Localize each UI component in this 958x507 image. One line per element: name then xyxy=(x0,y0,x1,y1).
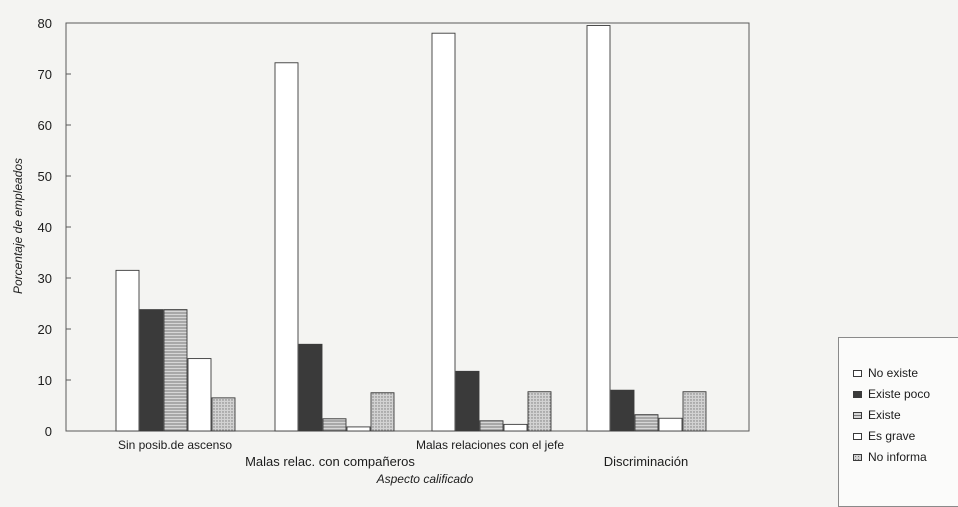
bar xyxy=(211,397,236,432)
x-axis-title: Aspecto calificado xyxy=(376,472,474,486)
x-category-label: Discriminación xyxy=(604,454,689,469)
y-tick-label: 20 xyxy=(38,322,52,337)
bar xyxy=(322,418,347,432)
y-tick-label: 10 xyxy=(38,373,52,388)
bar xyxy=(634,414,659,432)
bar xyxy=(455,370,480,432)
x-category-label: Malas relac. con compañeros xyxy=(245,454,415,469)
bar xyxy=(187,358,212,432)
bar xyxy=(346,426,371,432)
legend-label: Es grave xyxy=(868,429,916,443)
y-tick-label: 50 xyxy=(38,169,52,184)
legend-label: No existe xyxy=(868,366,919,380)
legend-label: No informa xyxy=(868,450,927,464)
y-tick-label: 70 xyxy=(38,67,52,82)
y-tick-label: 0 xyxy=(45,424,52,439)
x-category-label: Malas relaciones con el jefe xyxy=(416,438,564,452)
legend-item: No informa xyxy=(853,450,927,464)
y-tick-label: 30 xyxy=(38,271,52,286)
bar xyxy=(115,269,140,432)
bar xyxy=(163,309,188,432)
y-tick-label: 60 xyxy=(38,118,52,133)
bar xyxy=(139,309,164,432)
category-labels: Sin posib.de ascenso Malas relac. con com… xyxy=(118,438,688,469)
bar xyxy=(274,62,299,432)
bar xyxy=(527,391,552,432)
legend-label: Existe xyxy=(868,408,901,422)
y-tick-label: 80 xyxy=(38,16,52,31)
x-category-label: Sin posib.de ascenso xyxy=(118,438,232,452)
bar-chart: 0 10 20 30 40 50 60 70 80 Sin posib.de ascenso Ma… xyxy=(11,16,750,486)
bar xyxy=(682,391,707,432)
chart-legend: No existe Existe poco Existe Es grave No inf… xyxy=(838,337,958,507)
legend-swatch xyxy=(853,369,862,377)
y-axis-title: Porcentaje de empleados xyxy=(11,158,25,294)
legend-item: Existe poco xyxy=(853,387,930,401)
bar xyxy=(370,392,395,432)
bar xyxy=(298,343,323,432)
bar xyxy=(479,420,504,432)
bars xyxy=(115,25,707,432)
bar xyxy=(586,25,611,432)
legend-label: Existe poco xyxy=(868,387,931,401)
legend-swatch xyxy=(853,453,862,461)
bar xyxy=(658,417,683,432)
legend-swatch xyxy=(853,411,862,419)
bar xyxy=(503,423,528,432)
y-axis-ticks: 0 10 20 30 40 50 60 70 80 xyxy=(38,16,71,439)
legend-item: No existe xyxy=(853,366,918,380)
legend-swatch xyxy=(853,432,862,440)
legend-item: Es grave xyxy=(853,429,915,443)
bar xyxy=(610,389,635,432)
legend-swatch xyxy=(853,390,862,398)
y-tick-label: 40 xyxy=(38,220,52,235)
bar xyxy=(431,32,456,432)
legend-item: Existe xyxy=(853,408,901,422)
